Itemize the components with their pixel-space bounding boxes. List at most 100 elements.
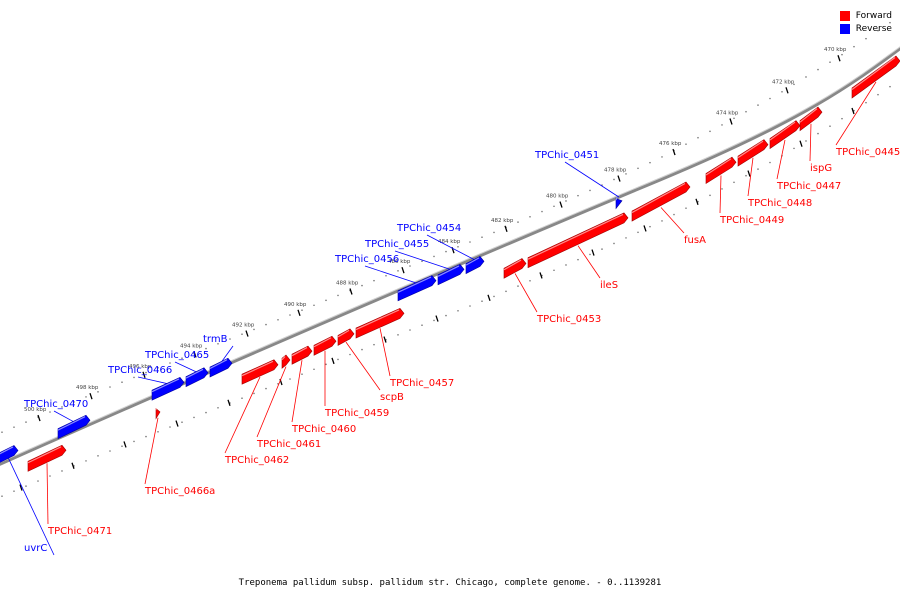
tick-label: 470 kbp [824, 47, 847, 53]
track-dot [565, 200, 567, 202]
outer-dotted-track [1, 21, 891, 433]
track-dot [781, 90, 783, 93]
track-dot [445, 250, 447, 253]
tick-label: 490 kbp [284, 302, 307, 308]
gene-tpchic-0461[interactable] [281, 354, 291, 369]
tick-mark [672, 148, 676, 156]
gene-tpchic-0457[interactable] [355, 308, 405, 339]
label-tpchic-0465[interactable]: TPChic_0465 [144, 350, 209, 361]
tick-label: 480 kbp [546, 194, 569, 200]
gene-tpchic-0465[interactable] [185, 367, 209, 388]
track-dot [265, 323, 267, 326]
gene-tpchic-0470[interactable] [57, 414, 91, 440]
label-tpchic-0445[interactable]: TPChic_0445 [835, 147, 900, 158]
gene-tpchic-0456[interactable] [397, 275, 437, 302]
label-tpchic-0462[interactable]: TPChic_0462 [224, 455, 289, 466]
tick-label: 472 kbp [772, 79, 795, 85]
label-tpchic-0457[interactable]: TPChic_0457 [389, 378, 454, 389]
track-dot [169, 362, 171, 364]
leader-tpchic-0455 [394, 250, 452, 270]
gene-tpchic-0460[interactable] [291, 345, 313, 365]
label-tpchic-0454[interactable]: TPChic_0454 [396, 223, 461, 234]
gene-shade [209, 359, 228, 370]
gene-tpchic-0451[interactable] [615, 198, 623, 210]
gene-tpchic-0455[interactable] [437, 264, 465, 286]
gene-scpb[interactable] [337, 328, 355, 346]
label-tpchic-0455[interactable]: TPChic_0455 [364, 239, 429, 250]
leader-tpchic-0465 [174, 361, 198, 373]
track-dot [97, 391, 99, 393]
label-scpb[interactable]: scpB [380, 392, 404, 403]
gene-tpchic-0447[interactable] [769, 120, 801, 150]
track-dot [157, 431, 159, 433]
label-fusa[interactable]: fusA [684, 235, 706, 246]
track-dot [649, 161, 651, 164]
label-tpchic-0451[interactable]: TPChic_0451 [534, 150, 599, 161]
gene-iles[interactable] [527, 212, 629, 269]
track-dot [577, 194, 579, 197]
gene-fusa[interactable] [631, 181, 691, 222]
leader-tpchic-0471 [46, 463, 49, 525]
track-dot [181, 357, 183, 360]
tick-mark [591, 249, 595, 256]
track-dot [673, 213, 675, 216]
tick-label: 486 kbp [388, 259, 411, 265]
gene-trmb[interactable] [209, 357, 233, 378]
tick-label: 498 kbp [76, 385, 99, 391]
label-tpchic-0448[interactable]: TPChic_0448 [747, 198, 812, 209]
gene-tpchic-0459[interactable] [313, 335, 337, 356]
label-iles[interactable]: ileS [600, 280, 618, 291]
label-trmb[interactable]: trmB [203, 334, 228, 345]
gene-tpchic-0471[interactable] [27, 444, 67, 472]
label-tpchic-0471[interactable]: TPChic_0471 [47, 526, 112, 537]
gene-shade [799, 108, 818, 123]
track-dot [529, 216, 531, 218]
label-ispg[interactable]: ispG [810, 163, 832, 174]
track-dot [133, 440, 135, 443]
track-dot [709, 130, 711, 133]
label-tpchic-0453[interactable]: TPChic_0453 [536, 314, 601, 325]
label-tpchic-0466a[interactable]: TPChic_0466a [144, 486, 215, 497]
gene-tpchic-0445[interactable] [851, 55, 900, 99]
leader-tpchic-0462 [224, 376, 261, 454]
label-tpchic-0461[interactable]: TPChic_0461 [256, 439, 321, 450]
label-tpchic-0449[interactable]: TPChic_0449 [719, 215, 784, 226]
track-dot [877, 93, 879, 96]
track-dot [481, 236, 483, 238]
gene-shade [0, 446, 14, 455]
forward-swatch [839, 10, 850, 21]
track-dot [685, 207, 687, 209]
gene-tpchic-0466a[interactable] [155, 407, 161, 420]
label-tpchic-0459[interactable]: TPChic_0459 [324, 408, 389, 419]
track-dot [229, 338, 231, 340]
track-dot [829, 61, 831, 63]
label-tpchic-0460[interactable]: TPChic_0460 [291, 424, 356, 435]
label-tpchic-0447[interactable]: TPChic_0447 [776, 181, 841, 192]
gene-tpchic-0453[interactable] [503, 258, 527, 279]
track-dot [517, 221, 519, 223]
gene-tpchic-0449[interactable] [705, 156, 737, 185]
label-tpchic-0470[interactable]: TPChic_0470 [23, 399, 88, 410]
label-tpchic-0456[interactable]: TPChic_0456 [334, 254, 399, 265]
tick-mark [539, 272, 543, 279]
track-dot [517, 285, 519, 287]
track-dot [697, 136, 699, 139]
gene-ispg[interactable] [799, 106, 823, 132]
track-dot [481, 300, 483, 303]
gene-tpchic-0448[interactable] [737, 139, 769, 167]
track-dot [301, 373, 303, 375]
gene-tpchic-0466[interactable] [151, 377, 185, 401]
track-dot [253, 392, 255, 395]
gene-uvrc[interactable] [0, 445, 19, 466]
gene-shade [151, 378, 180, 393]
tick-mark [559, 201, 563, 208]
leader-scpb [345, 341, 381, 391]
label-tpchic-0466[interactable]: TPChic_0466 [107, 365, 172, 376]
track-dot [805, 140, 807, 142]
gene-tpchic-0454[interactable] [465, 256, 485, 275]
gene-shade [57, 416, 86, 431]
track-dot [541, 210, 543, 213]
label-uvrc[interactable]: uvrC [24, 543, 47, 554]
gene-tpchic-0462[interactable] [241, 359, 279, 385]
